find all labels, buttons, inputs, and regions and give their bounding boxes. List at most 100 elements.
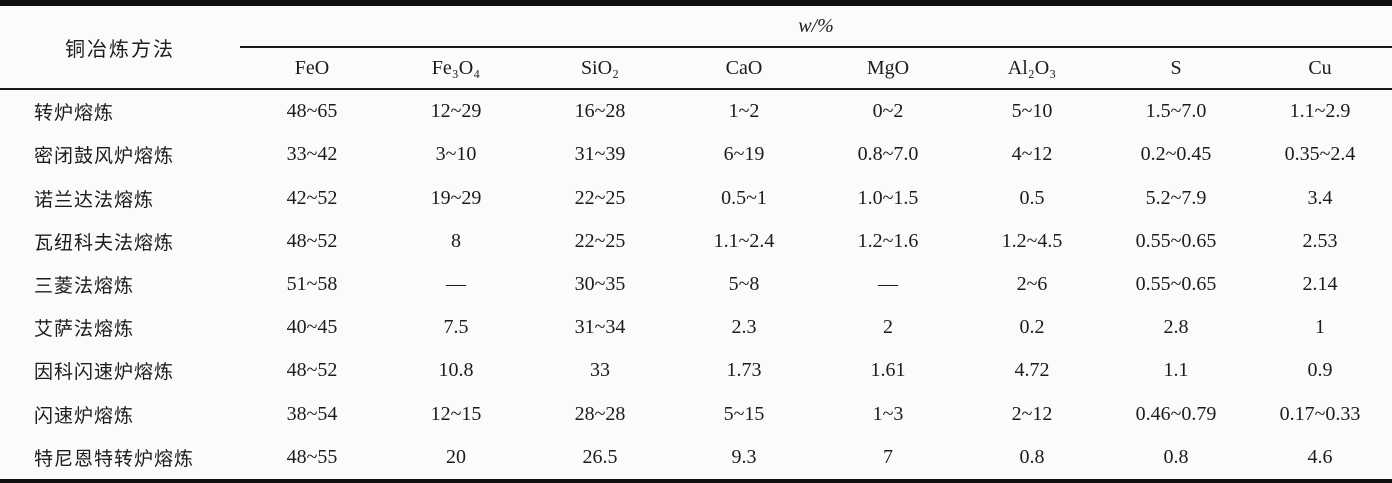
value-cell: 38~54 [286, 402, 338, 425]
value-cell: 0.17~0.33 [1279, 402, 1361, 425]
method-cell: 闪速炉熔炼 [34, 405, 135, 427]
value-cell: 0.46~0.79 [1135, 402, 1217, 425]
table-row: 瓦纽科夫法熔炼 48~52 8 22~25 1.1~2.4 1.2~1.6 1.2~4.5 0… [0, 220, 1392, 263]
table-header: 铜冶炼方法 w/% FeO Fe₃O₄ SiO₂ CaO MgO Al₂O₃ S Cu [0, 6, 1392, 90]
value-cell: 30~35 [574, 272, 626, 295]
value-cell: 26.5 [582, 445, 618, 468]
table-row: 闪速炉熔炼 38~54 12~15 28~28 5~15 1~3 2~12 0.46~0.79… [0, 393, 1392, 436]
column-header: FeO [294, 56, 330, 79]
column-header: S [1170, 56, 1182, 79]
value-cell: 0.2~0.45 [1140, 143, 1212, 166]
method-cell: 特尼恩特转炉熔炼 [34, 448, 195, 470]
value-cell: 42~52 [286, 186, 338, 209]
value-cell: 31~39 [574, 143, 626, 166]
value-cell: 2~12 [1011, 402, 1053, 425]
value-cell: 1.1 [1163, 359, 1189, 382]
value-cell: 8 [451, 229, 461, 252]
value-cell: — [878, 272, 898, 295]
value-cell: 2.8 [1163, 316, 1189, 339]
value-cell: 2.53 [1302, 229, 1338, 252]
method-cell: 瓦纽科夫法熔炼 [34, 232, 175, 254]
value-cell: 12~29 [430, 100, 482, 123]
value-cell: 28~28 [574, 402, 626, 425]
value-cell: 2.3 [731, 316, 757, 339]
value-cell: 48~55 [286, 445, 338, 468]
value-cell: 0.2 [1019, 316, 1045, 339]
value-cell: 51~58 [286, 272, 338, 295]
value-cell: 1 [1315, 316, 1325, 339]
value-cell: 0.9 [1307, 359, 1333, 382]
table-row: 密闭鼓风炉熔炼 33~42 3~10 31~39 6~19 0.8~7.0 4~12 0.2~… [0, 133, 1392, 176]
table-row: 转炉熔炼 48~65 12~29 16~28 1~2 0~2 5~10 1.5~7.0 1.1~… [0, 90, 1392, 133]
value-cell: 7.5 [443, 316, 469, 339]
value-cell: 5~15 [723, 402, 765, 425]
group-header-w-percent: w/% [240, 6, 1392, 48]
value-cell: 48~52 [286, 359, 338, 382]
table-row: 诺兰达法熔炼 42~52 19~29 22~25 0.5~1 1.0~1.5 0.5 5.2~… [0, 176, 1392, 219]
value-cell: 3.4 [1307, 186, 1333, 209]
value-cell: 19~29 [430, 186, 482, 209]
value-cell: 1.5~7.0 [1145, 100, 1207, 123]
table-row: 艾萨法熔炼 40~45 7.5 31~34 2.3 2 0.2 2.8 1 [0, 306, 1392, 349]
value-cell: — [446, 272, 466, 295]
method-cell: 密闭鼓风炉熔炼 [34, 146, 175, 168]
header-right-group: w/% FeO Fe₃O₄ SiO₂ CaO MgO Al₂O₃ S Cu [240, 6, 1392, 88]
value-cell: 0.8~7.0 [857, 143, 919, 166]
value-cell: 4.72 [1014, 359, 1050, 382]
method-cell: 因科闪速炉熔炼 [34, 362, 175, 384]
value-cell: 1.73 [726, 359, 762, 382]
value-cell: 0.35~2.4 [1284, 143, 1356, 166]
column-header: Al₂O₃ [1007, 56, 1057, 79]
value-cell: 6~19 [723, 143, 765, 166]
value-cell: 5~8 [728, 272, 760, 295]
value-cell: 1.2~4.5 [1001, 229, 1063, 252]
table-body: 转炉熔炼 48~65 12~29 16~28 1~2 0~2 5~10 1.5~7.0 1.1~… [0, 90, 1392, 479]
method-cell: 诺兰达法熔炼 [34, 189, 155, 211]
column-headers-row: FeO Fe₃O₄ SiO₂ CaO MgO Al₂O₃ S Cu [240, 48, 1392, 88]
value-cell: 0.5~1 [721, 186, 767, 209]
value-cell: 48~52 [286, 229, 338, 252]
value-cell: 31~34 [574, 316, 626, 339]
column-header: MgO [866, 56, 910, 79]
value-cell: 2 [883, 316, 893, 339]
value-cell: 9.3 [731, 445, 757, 468]
value-cell: 48~65 [286, 100, 338, 123]
value-cell: 0.55~0.65 [1135, 229, 1217, 252]
value-cell: 12~15 [430, 402, 482, 425]
method-cell: 三菱法熔炼 [34, 275, 135, 297]
column-header: CaO [725, 56, 763, 79]
value-cell: 0~2 [872, 100, 904, 123]
table-row: 特尼恩特转炉熔炼 48~55 20 26.5 9.3 7 0.8 0.8 4.6 [0, 436, 1392, 479]
value-cell: 1~3 [872, 402, 904, 425]
value-cell: 33~42 [286, 143, 338, 166]
value-cell: 4.6 [1307, 445, 1333, 468]
value-cell: 40~45 [286, 316, 338, 339]
value-cell: 1.0~1.5 [857, 186, 919, 209]
method-cell: 转炉熔炼 [34, 103, 115, 125]
value-cell: 5~10 [1011, 100, 1053, 123]
value-cell: 1.61 [870, 359, 906, 382]
value-cell: 1.1~2.9 [1289, 100, 1351, 123]
value-cell: 4~12 [1011, 143, 1053, 166]
value-cell: 1.1~2.4 [713, 229, 775, 252]
value-cell: 22~25 [574, 186, 626, 209]
value-cell: 5.2~7.9 [1145, 186, 1207, 209]
value-cell: 20 [446, 445, 466, 468]
table-row: 三菱法熔炼 51~58 — 30~35 5~8 — 2~6 0.55~0.65 2.14 [0, 263, 1392, 306]
value-cell: 1.2~1.6 [857, 229, 919, 252]
value-cell: 22~25 [574, 229, 626, 252]
value-cell: 0.55~0.65 [1135, 272, 1217, 295]
value-cell: 0.5 [1019, 186, 1045, 209]
column-header: Cu [1308, 56, 1332, 79]
value-cell: 3~10 [435, 143, 477, 166]
value-cell: 16~28 [574, 100, 626, 123]
value-cell: 10.8 [438, 359, 474, 382]
value-cell: 0.8 [1163, 445, 1189, 468]
table-row: 因科闪速炉熔炼 48~52 10.8 33 1.73 1.61 4.72 1.1 0.9 [0, 349, 1392, 392]
value-cell: 2.14 [1302, 272, 1338, 295]
value-cell: 2~6 [1016, 272, 1048, 295]
value-cell: 1~2 [728, 100, 760, 123]
value-cell: 0.8 [1019, 445, 1045, 468]
method-cell: 艾萨法熔炼 [34, 319, 135, 341]
